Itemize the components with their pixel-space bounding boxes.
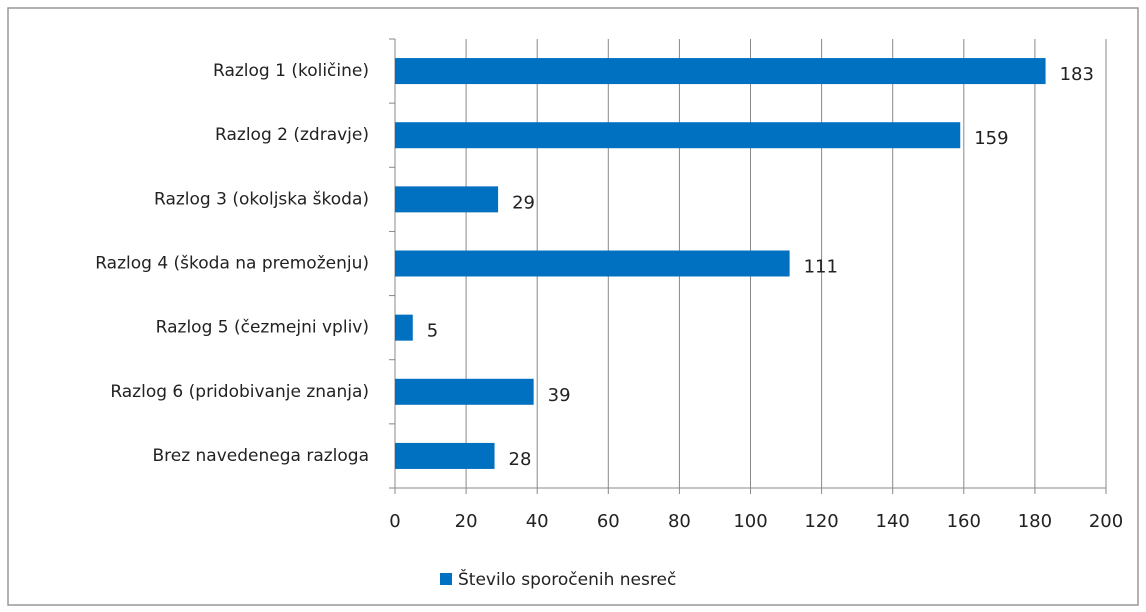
x-tick-label: 20	[455, 511, 478, 532]
bar	[395, 442, 495, 469]
y-tick-label: Razlog 6 (pridobivanje znanja)	[110, 382, 369, 402]
y-tick-label: Razlog 2 (zdravje)	[215, 125, 369, 145]
data-label: 159	[974, 128, 1008, 149]
bar	[395, 58, 1046, 85]
data-label: 5	[427, 321, 438, 342]
y-tick-label: Razlog 1 (količine)	[213, 61, 369, 81]
x-tick-label: 160	[947, 511, 981, 532]
data-label: 111	[804, 257, 838, 278]
data-label: 29	[512, 192, 535, 213]
x-tick-label: 60	[597, 511, 620, 532]
y-tick-label: Brez navedenega razloga	[152, 446, 369, 466]
bar	[395, 122, 961, 149]
bar	[395, 186, 499, 213]
x-tick-label: 180	[1018, 511, 1052, 532]
x-tick-label: 0	[389, 511, 400, 532]
legend-swatch	[440, 573, 452, 585]
data-label: 183	[1060, 64, 1094, 85]
x-tick-label: 40	[526, 511, 549, 532]
y-tick-label: Razlog 3 (okoljska škoda)	[154, 189, 369, 209]
x-tick-label: 120	[804, 511, 838, 532]
x-tick-label: 100	[733, 511, 767, 532]
data-label: 28	[509, 449, 532, 470]
y-tick-label: Razlog 5 (čezmejni vpliv)	[156, 318, 369, 338]
legend-label: Število sporočenih nesreč	[458, 568, 676, 590]
data-label: 39	[548, 385, 571, 406]
bar	[395, 378, 534, 405]
bar	[395, 250, 790, 277]
bar	[395, 314, 413, 341]
y-tick-label: Razlog 4 (škoda na premoženju)	[95, 254, 369, 274]
chart-frame	[7, 7, 1139, 606]
x-tick-label: 200	[1089, 511, 1123, 532]
x-tick-label: 140	[876, 511, 910, 532]
x-tick-label: 80	[668, 511, 691, 532]
